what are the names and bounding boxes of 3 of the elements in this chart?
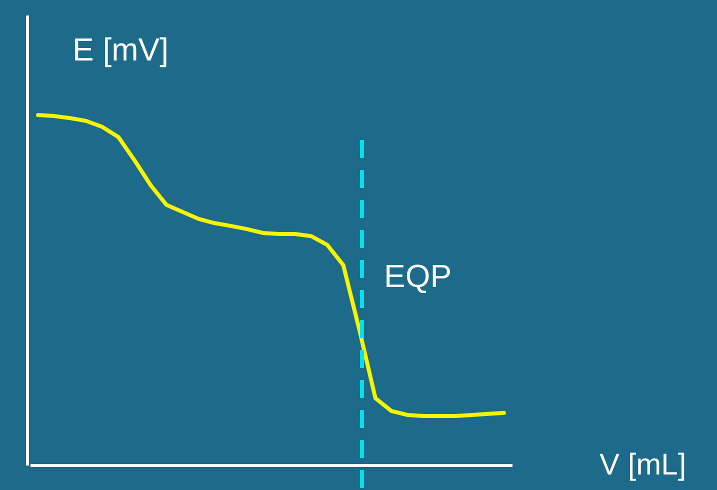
annotation: EQP (384, 258, 452, 294)
y-axis-title: E [mV] (72, 32, 169, 68)
x-axis-title: V [mL] (600, 448, 686, 482)
